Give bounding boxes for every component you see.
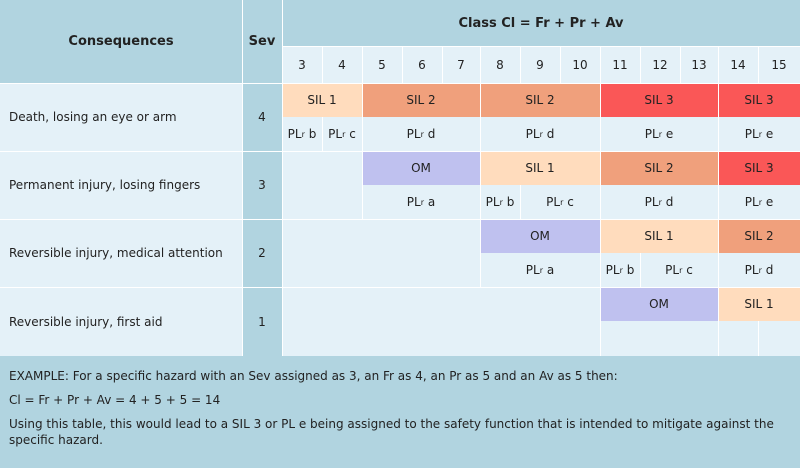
class-column-10: 10 (560, 46, 600, 83)
empty-cell (718, 321, 758, 356)
example-note: EXAMPLE: For a specific hazard with an S… (0, 356, 800, 468)
pl-cell: PL r e (600, 117, 718, 151)
sil-cell: SIL 2 (718, 219, 800, 253)
sev-value-2: 2 (242, 219, 282, 287)
grid-lines (322, 46, 759, 356)
pl-cell: PL r c (640, 253, 718, 287)
sil-cell: SIL 1 (282, 83, 362, 117)
sil-cell: SIL 2 (362, 83, 480, 117)
consequence-sev-1: Reversible injury, first aid (0, 287, 242, 356)
pl-cell: PL r b (600, 253, 640, 287)
class-header: Class Cl = Fr + Pr + Av (282, 0, 800, 46)
consequence-sev-4: Death, losing an eye or arm (0, 83, 242, 151)
class-column-15: 15 (758, 46, 800, 83)
sil-cell: SIL 3 (600, 83, 718, 117)
sil-cell: SIL 1 (480, 151, 600, 185)
pl-cell: PL r a (480, 253, 600, 287)
class-column-11: 11 (600, 46, 640, 83)
sev-value-4: 4 (242, 83, 282, 151)
consequence-sev-2: Reversible injury, medical attention (0, 219, 242, 287)
class-column-7: 7 (442, 46, 480, 83)
class-column-8: 8 (480, 46, 520, 83)
consequence-sev-3: Permanent injury, losing fingers (0, 151, 242, 219)
consequences-header: Consequences (0, 0, 242, 83)
sil-cell: SIL 3 (718, 83, 800, 117)
sev-value-1: 1 (242, 287, 282, 356)
class-column-9: 9 (520, 46, 560, 83)
pl-cell: PL r c (322, 117, 362, 151)
om-cell: OM (362, 151, 480, 185)
class-column-5: 5 (362, 46, 402, 83)
empty-cell (758, 321, 800, 356)
class-column-13: 13 (680, 46, 718, 83)
pl-cell: PL r a (362, 185, 480, 219)
om-cell: OM (480, 219, 600, 253)
sev-value-3: 3 (242, 151, 282, 219)
pl-cell: PL r e (718, 117, 800, 151)
pl-cell: PL r c (520, 185, 600, 219)
empty-cell (282, 219, 480, 287)
sev-header: Sev (242, 0, 282, 83)
pl-cell: PL r d (600, 185, 718, 219)
example-text: EXAMPLE: For a specific hazard with an S… (9, 369, 618, 383)
class-column-6: 6 (402, 46, 442, 83)
example-conclusion: Using this table, this would lead to a S… (9, 417, 774, 447)
empty-cell (282, 287, 600, 356)
sil-cell: SIL 1 (718, 287, 800, 321)
pl-cell: PL r d (718, 253, 800, 287)
class-column-14: 14 (718, 46, 758, 83)
empty-cell (282, 151, 362, 219)
empty-cell (600, 321, 718, 356)
pl-cell: PL r e (718, 185, 800, 219)
class-column-3: 3 (282, 46, 322, 83)
pl-cell: PL r d (362, 117, 480, 151)
class-column-12: 12 (640, 46, 680, 83)
example-formula: Cl = Fr + Pr + Av = 4 + 5 + 5 = 14 (9, 393, 221, 407)
om-cell: OM (600, 287, 718, 321)
pl-cell: PL r d (480, 117, 600, 151)
sil-cell: SIL 3 (718, 151, 800, 185)
sil-cell: SIL 2 (480, 83, 600, 117)
class-column-4: 4 (322, 46, 362, 83)
sil-cell: SIL 1 (600, 219, 718, 253)
sil-cell: SIL 2 (600, 151, 718, 185)
pl-cell: PL r b (480, 185, 520, 219)
pl-cell: PL r b (282, 117, 322, 151)
